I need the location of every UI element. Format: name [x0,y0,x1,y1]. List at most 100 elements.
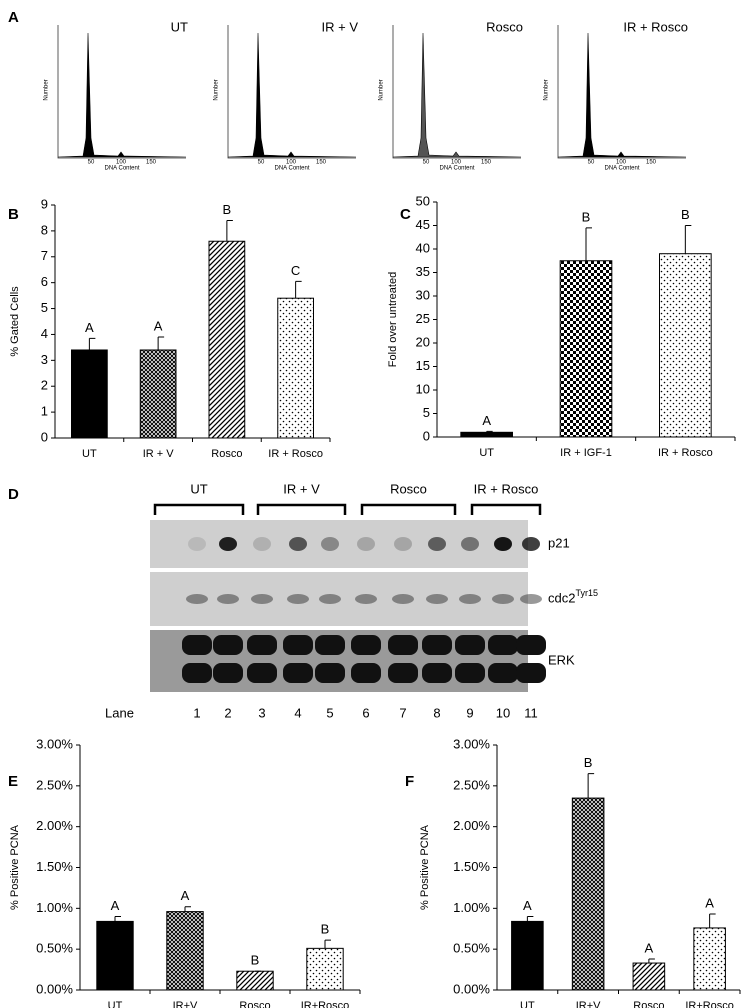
bar-annotation: A [482,413,491,428]
y-tick-label: 7 [41,248,48,263]
y-tick-label: 4 [41,326,48,341]
group-label: Rosco [390,481,427,496]
y-tick-label: 10 [416,381,430,396]
band [182,635,212,655]
bar [306,947,344,991]
hist-x-tick: 50 [258,160,265,166]
bar-annotation: B [582,209,591,224]
bar [139,349,177,439]
hist-x-tick: 50 [588,160,595,166]
y-tick-label: 8 [41,222,48,237]
band [247,635,277,655]
y-tick-label: 35 [416,264,430,279]
y-tick-label: 1.00% [453,900,490,915]
error-bar [648,958,655,964]
band [217,594,239,604]
error-bar [486,430,493,433]
band [516,663,546,683]
row-label-sup: Tyr15 [575,588,598,598]
error-bar [226,220,233,242]
group-label: IR + V [283,481,320,496]
y-tick-label: 2.00% [453,818,490,833]
hist-axes [57,25,186,159]
y-tick-label: 0.00% [36,981,73,996]
band [459,594,481,604]
hist-title: UT [171,19,188,34]
y-tick-label: 50 [416,193,430,208]
y-tick-label: 0.00% [453,981,490,996]
x-tick-label: Rosco [633,1000,664,1008]
bar [460,431,513,438]
bar [208,240,246,439]
bar-annotation: B [251,953,260,968]
hist-curve [227,32,357,158]
bar [571,797,605,991]
band [182,663,212,683]
bar-annotation: B [321,922,330,937]
band [219,537,237,551]
bar-annotation: A [111,898,120,913]
band [488,635,518,655]
panel-label: E [8,773,18,790]
band [422,635,452,655]
band [392,594,414,604]
band [319,594,341,604]
x-tick-label: IR + Rosco [268,448,323,460]
band [422,663,452,683]
band [213,635,243,655]
hist-x-label: DNA Content [274,166,309,172]
error-bar [709,913,716,928]
error-bar [684,225,692,254]
bar-annotation: A [154,318,163,333]
bar-annotation: B [223,202,232,217]
lane-number: 6 [362,705,369,720]
error-bar [88,337,96,350]
x-tick-label: Rosco [239,1000,270,1008]
lane-number: 10 [496,705,510,720]
bar [96,920,134,991]
y-tick-label: 25 [416,311,430,326]
bar [632,962,666,991]
band [315,635,345,655]
error-bar [184,906,191,912]
band [388,635,418,655]
hist-x-tick: 150 [146,160,157,166]
y-tick-label: 1.00% [36,900,73,915]
bar [166,911,204,991]
band [461,537,479,551]
band [283,635,313,655]
band [455,635,485,655]
band [426,594,448,604]
y-tick-label: 20 [416,334,430,349]
y-tick-label: 45 [416,217,430,232]
hist-x-tick: 150 [481,160,492,166]
band [315,663,345,683]
band [492,594,514,604]
hist-x-tick: 150 [646,160,657,166]
y-tick-label: 40 [416,240,430,255]
hist-x-label: DNA Content [604,166,639,172]
lane-number: 7 [399,705,406,720]
y-tick-label: 5 [41,300,48,315]
lane-number: 5 [326,705,333,720]
group-bracket [256,503,347,515]
band [289,537,307,551]
band [357,537,375,551]
band [522,537,540,551]
lane-number: 2 [224,705,231,720]
x-tick-label: IR+Rosco [685,1000,734,1008]
hist-y-label: Number [44,79,50,100]
y-tick-label: 5 [423,405,430,420]
x-tick-label: IR + V [143,448,175,460]
group-label: UT [190,481,207,496]
hist-x-tick: 100 [116,160,127,166]
hist-x-tick: 100 [451,160,462,166]
band [355,594,377,604]
x-tick-label: IR + Rosco [658,447,713,459]
band [351,663,381,683]
error-bar [587,773,595,799]
lane-number: 8 [433,705,440,720]
group-bracket [153,503,245,515]
error-bar [585,227,592,261]
